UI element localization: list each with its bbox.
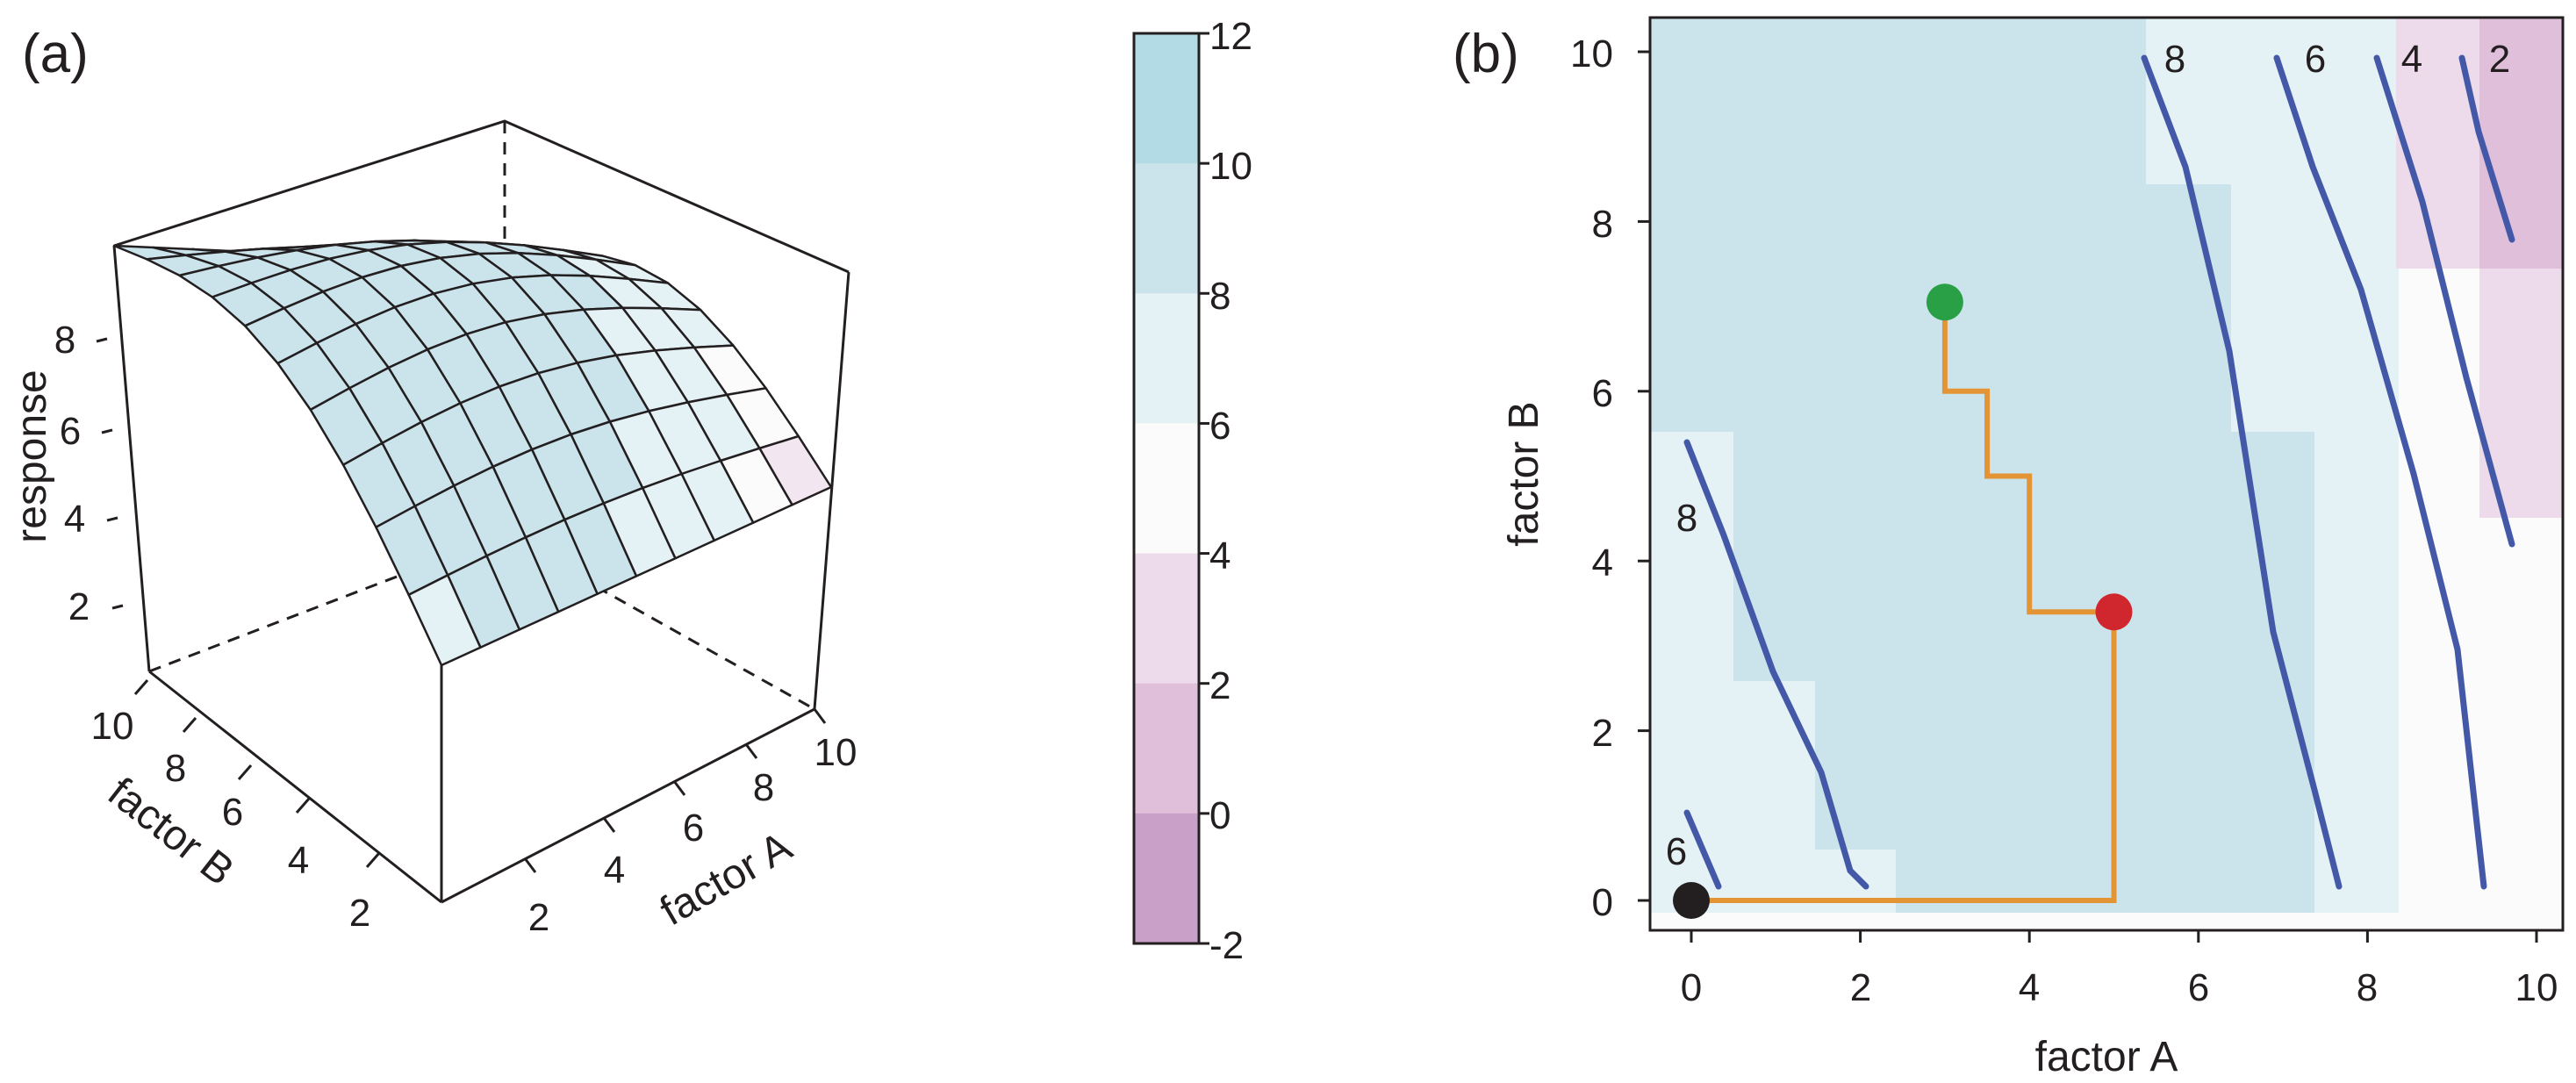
colorbar-band (1134, 163, 1199, 294)
panel-a-label: (a) (22, 24, 89, 84)
start-marker (1673, 882, 1710, 919)
heatmap-frame (1648, 16, 2565, 932)
y-tick-label: 0 (1592, 881, 1613, 924)
contour-label: 8 (1676, 497, 1697, 540)
contour-line-6 (2273, 54, 2487, 890)
search-path-group (1673, 283, 2133, 919)
x-tick-label: 2 (1850, 966, 1871, 1009)
y-tick-label: 4 (1592, 542, 1613, 585)
contour-label: 2 (2489, 38, 2510, 81)
factor-a-tick-label: 10 (814, 731, 857, 774)
contours (1683, 54, 2515, 890)
colorbar-tick-label: 8 (1209, 275, 1231, 318)
factor-b-tick-label: 2 (349, 892, 370, 935)
colorbar-tick-label: 12 (1209, 15, 1252, 58)
panel-b-label: (b) (1453, 24, 1519, 84)
contour-line-4 (2373, 54, 2515, 548)
box-left-vertical-edge (112, 245, 151, 672)
factor-a-tick-label: 6 (683, 807, 704, 850)
contour-line-8-lower (1683, 439, 1869, 890)
factor-a-tick-label: 2 (528, 896, 549, 939)
box-right-vertical-edge (813, 271, 850, 710)
box-floor-front-left (148, 670, 442, 904)
colorbar-band (1134, 683, 1199, 814)
z-tick-label: 6 (60, 410, 81, 453)
contour-label: 6 (1666, 830, 1687, 873)
x-tick-label: 6 (2188, 966, 2209, 1009)
factor-a-tick-label: 8 (753, 766, 774, 809)
intermediate-marker (2095, 593, 2133, 631)
panel-b: (b) 8 6 4 2 8 6 0 2 4 (1453, 16, 2565, 1080)
heatmap-cells (1650, 18, 2563, 930)
colorbar-band (1134, 293, 1199, 424)
contour-line-8 (2141, 54, 2343, 890)
y-tick-label: 8 (1592, 203, 1613, 246)
box-floor-back-right (504, 534, 815, 711)
heat-region-0-2 (2479, 18, 2563, 269)
colorbar-tick-label: -2 (1209, 924, 1244, 967)
colorbar-ticks (1199, 32, 1209, 945)
factor-a-tick-label: 4 (604, 849, 625, 892)
colorbar-tick-label: 0 (1209, 794, 1231, 837)
colorbar-tick-label: 10 (1209, 145, 1252, 188)
factor-b-tick-label: 10 (91, 705, 134, 748)
z-tick-label: 2 (68, 585, 90, 628)
search-path (1691, 306, 2117, 903)
colorbar-frame (1132, 32, 1201, 945)
y-tick-label: 2 (1592, 712, 1613, 755)
y-axis-title: factor B (1501, 401, 1547, 546)
factor-b-tick-label: 4 (288, 839, 309, 882)
colorbar-tick-label: 6 (1209, 405, 1231, 448)
contour-line-2 (2458, 54, 2515, 243)
z-axis-ticks (96, 337, 124, 610)
z-axis: 2 4 6 8 response (9, 319, 124, 628)
colorbar-tick-label: 2 (1209, 664, 1231, 707)
contour-label: 6 (2305, 38, 2326, 81)
factor-b-axis-3d: 2 4 6 8 10 factor B (91, 679, 381, 935)
z-axis-title: response (9, 369, 55, 542)
factor-a-ticks-3d (523, 708, 827, 873)
contour-label: 4 (2401, 38, 2422, 81)
x-tick-label: 4 (2019, 966, 2040, 1009)
x-tick-label: 10 (2515, 966, 2558, 1009)
x-axis-title: factor A (2035, 1034, 2178, 1080)
contour-label: 8 (2164, 38, 2185, 81)
factor-a-axis-title-3d: factor A (653, 823, 800, 935)
surface-facet (407, 574, 482, 667)
factor-b-tick-label: 8 (165, 747, 186, 790)
colorbar-tick-label: 4 (1209, 534, 1231, 577)
x-tick-label: 0 (1681, 966, 1702, 1009)
colorbar-band (1134, 553, 1199, 685)
z-tick-label: 8 (54, 319, 75, 362)
colorbar: 12 10 8 6 4 2 0 -2 (1132, 15, 1252, 967)
colorbar-bands (1134, 33, 1199, 944)
surface-mesh (112, 239, 833, 667)
box-floor-front-right (441, 707, 815, 904)
heatmap-axis-ticks (1638, 50, 2538, 943)
heat-region-8-10 (1650, 18, 2314, 913)
optimum-marker (1926, 283, 1963, 321)
panel-a: (a) 2 4 6 (9, 24, 857, 939)
x-tick-label: 8 (2357, 966, 2378, 1009)
factor-b-tick-label: 6 (222, 791, 243, 834)
y-tick-label: 6 (1592, 372, 1613, 415)
contour-line-6-lower (1683, 809, 1722, 890)
factor-a-axis-3d: 2 4 6 8 10 factor A (523, 708, 857, 939)
surface-box-front (112, 245, 850, 904)
y-tick-label: 10 (1570, 32, 1613, 75)
colorbar-band (1134, 813, 1199, 944)
factor-b-ticks-3d (133, 679, 381, 868)
colorbar-band (1134, 423, 1199, 555)
colorbar-band (1134, 33, 1199, 164)
z-tick-label: 4 (64, 498, 85, 541)
